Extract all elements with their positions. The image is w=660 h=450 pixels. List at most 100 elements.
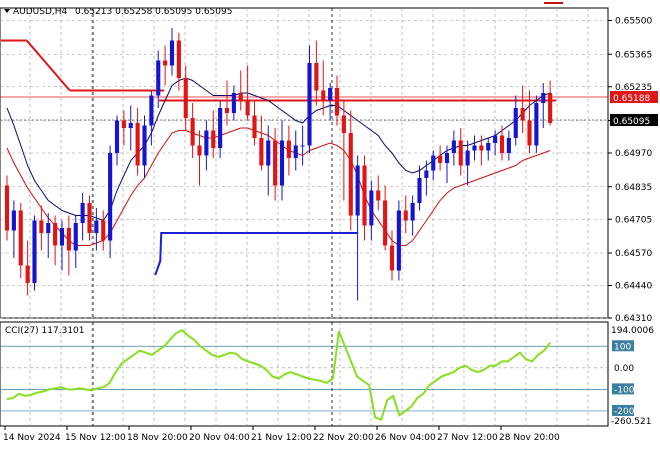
- candle-body: [341, 115, 346, 133]
- candle-body: [32, 220, 37, 283]
- candle-body: [108, 153, 113, 241]
- candle-body: [114, 120, 120, 153]
- current-price-black: 0.65095: [613, 117, 650, 127]
- cci-level-label: -200: [614, 407, 635, 417]
- candle-body: [245, 100, 250, 116]
- price-tick-label: 0.65500: [615, 17, 652, 27]
- candle-body: [121, 120, 126, 128]
- price-tick-label: 0.64440: [615, 282, 652, 292]
- candle-body: [273, 140, 278, 186]
- main-grid: [0, 8, 608, 426]
- candle-body: [513, 108, 518, 138]
- candle-body: [218, 108, 223, 148]
- candle-body: [53, 223, 58, 246]
- dropdown-triangle-icon[interactable]: [4, 9, 10, 13]
- support-line: [154, 232, 358, 276]
- cci-label: CCI(27) 117.3101: [5, 326, 85, 336]
- candle-body: [451, 140, 456, 153]
- cci-level-tag: [612, 404, 634, 416]
- time-tick-label: 27 Nov 12:00: [437, 433, 498, 443]
- candle-body: [279, 140, 285, 186]
- time-tick-label: 18 Nov 20:00: [127, 433, 188, 443]
- candle-body: [4, 185, 10, 231]
- time-tick-label: 28 Nov 20:00: [499, 433, 560, 443]
- candle-body: [493, 135, 498, 143]
- candle-body: [472, 145, 477, 151]
- candle-body: [190, 118, 195, 146]
- candle-body: [142, 125, 147, 166]
- candle-body: [73, 223, 78, 251]
- candle-body: [534, 103, 539, 146]
- candle-body: [334, 88, 340, 116]
- time-tick-label: 26 Nov 04:00: [375, 433, 436, 443]
- candle-body: [458, 140, 463, 166]
- price-tick-label: 0.64835: [615, 183, 652, 193]
- candle-body: [520, 108, 525, 121]
- current-price-black-tag: [610, 114, 658, 126]
- price-tick-label: 0.65365: [615, 50, 652, 60]
- candle-body: [465, 150, 470, 166]
- candle-body: [506, 138, 511, 153]
- cci-grid: [0, 345, 608, 412]
- candle-body: [224, 108, 230, 113]
- candle-body: [149, 95, 154, 126]
- candle-body: [293, 145, 298, 158]
- cci-min-label: -260.521: [611, 417, 651, 427]
- time-tick-label: 21 Nov 12:00: [251, 433, 312, 443]
- candle-body: [11, 210, 16, 231]
- candle-body: [176, 40, 181, 78]
- candle-body: [348, 133, 353, 216]
- candle-body: [80, 203, 85, 223]
- candle-body: [479, 145, 484, 151]
- time-tick-label: 22 Nov 20:00: [313, 433, 374, 443]
- cci-panel-frame: [0, 321, 609, 427]
- candle-body: [362, 165, 367, 226]
- price-tick-label: 0.64310: [615, 314, 652, 324]
- cci-level-label: -100: [614, 385, 635, 395]
- candle-body: [238, 93, 243, 101]
- candle-body: [46, 223, 51, 233]
- candle-body: [252, 115, 257, 138]
- candle-body: [18, 210, 23, 266]
- candle-body: [135, 123, 140, 166]
- candle-body: [499, 135, 505, 153]
- symbol-label: AUDUSD,H4: [13, 7, 68, 17]
- candle-body: [355, 165, 360, 216]
- candles: [4, 28, 553, 301]
- candle-body: [389, 245, 395, 271]
- price-axis: 0.655000.653650.652350.651000.649700.648…: [608, 17, 652, 324]
- cci-level-label: 100: [614, 342, 631, 352]
- time-tick-label: 14 Nov 2024: [3, 433, 61, 443]
- candle-body: [431, 155, 436, 171]
- price-tick-label: 0.64970: [615, 149, 652, 159]
- candle-body: [410, 203, 415, 221]
- candle-body: [403, 210, 408, 221]
- candle-body: [307, 63, 312, 146]
- candle-body: [300, 145, 305, 147]
- candle-body: [486, 143, 491, 151]
- cci-max-label: 194.0006: [611, 326, 654, 336]
- current-price-red: 0.65188: [613, 94, 650, 104]
- candle-body: [87, 203, 92, 233]
- ohlc-label: 0.65213 0.65258 0.65095 0.65095: [75, 7, 232, 17]
- candle-body: [417, 178, 422, 203]
- candle-body: [321, 90, 326, 101]
- main-panel-frame: [0, 7, 609, 319]
- candle-body: [369, 190, 374, 226]
- time-tick-label: 20 Nov 04:00: [189, 433, 250, 443]
- price-tick-label: 0.65235: [615, 83, 652, 93]
- ma-fast-line: [6, 77, 551, 222]
- cci-series-line: [6, 328, 551, 421]
- candle-body: [314, 63, 319, 91]
- candle-body: [376, 190, 381, 201]
- resistance-line: [25, 39, 71, 92]
- candle-body: [183, 78, 188, 118]
- candle-body: [266, 140, 271, 166]
- candle-body: [231, 93, 236, 113]
- candle-body: [286, 140, 291, 158]
- candle-body: [259, 138, 264, 166]
- time-separators: [92, 8, 333, 426]
- price-tick-label: 0.64705: [615, 215, 652, 225]
- candle-body: [169, 40, 175, 66]
